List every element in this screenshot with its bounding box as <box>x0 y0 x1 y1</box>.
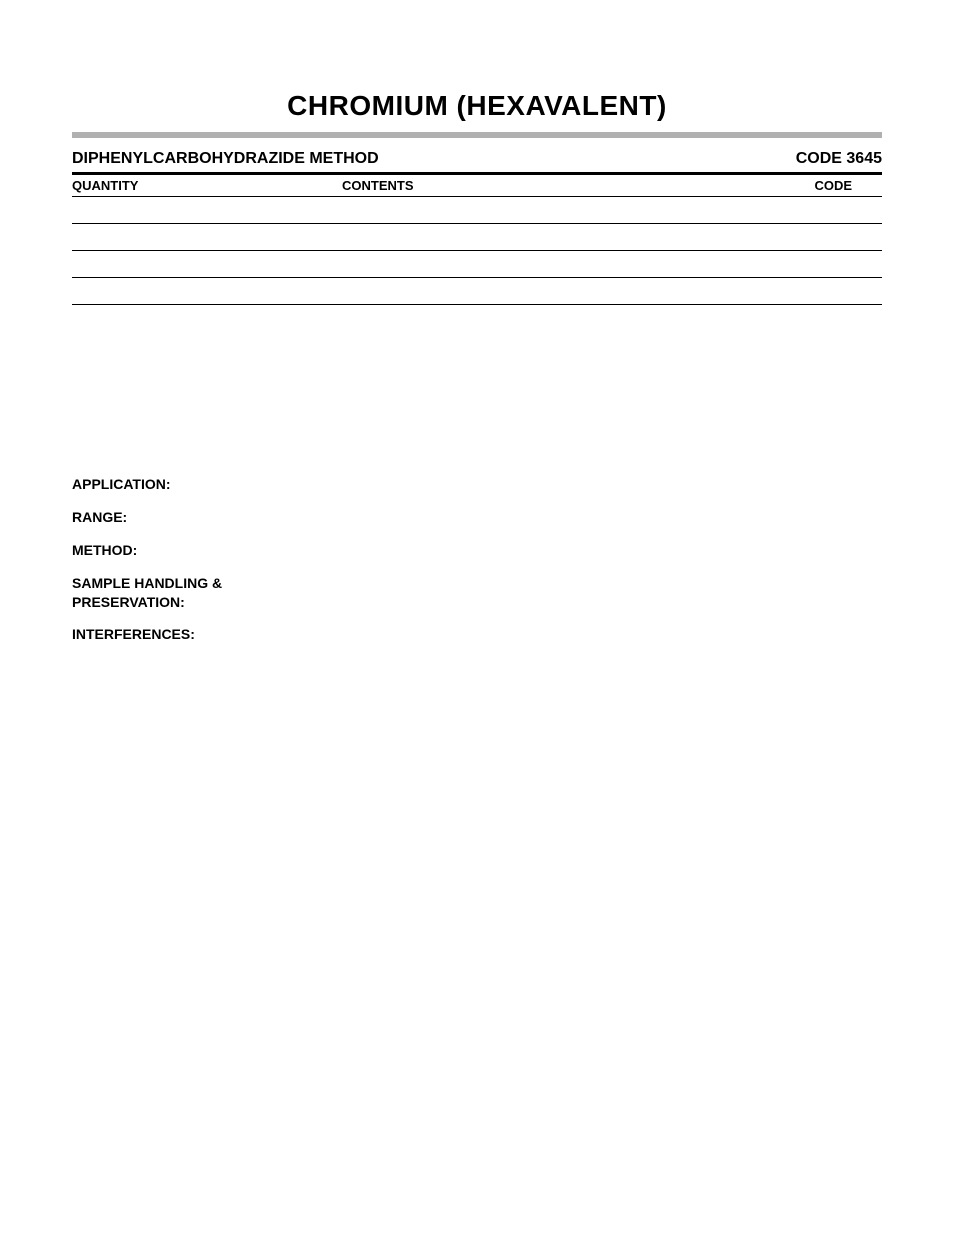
table-row <box>72 251 882 277</box>
def-sample-handling: SAMPLE HANDLING & PRESERVATION: <box>72 574 882 612</box>
method-header-row: DIPHENYLCARBOHYDRAZIDE METHOD CODE 3645 <box>72 146 882 172</box>
page-title: CHROMIUM (HEXAVALENT) <box>72 90 882 122</box>
col-header-code: CODE <box>732 178 882 193</box>
col-header-contents: CONTENTS <box>252 178 732 193</box>
table-row <box>72 278 882 304</box>
def-range: RANGE: <box>72 508 882 527</box>
def-label: INTERFERENCES: <box>72 625 282 644</box>
def-value <box>282 574 882 612</box>
def-label: RANGE: <box>72 508 282 527</box>
table-row <box>72 197 882 223</box>
col-header-quantity: QUANTITY <box>72 178 252 193</box>
def-value <box>282 475 882 494</box>
title-underline <box>72 132 882 138</box>
def-label: SAMPLE HANDLING & PRESERVATION: <box>72 574 282 612</box>
def-label: APPLICATION: <box>72 475 282 494</box>
def-value <box>282 541 882 560</box>
def-interferences: INTERFERENCES: <box>72 625 882 644</box>
def-method: METHOD: <box>72 541 882 560</box>
def-label: METHOD: <box>72 541 282 560</box>
table-column-headers: QUANTITY CONTENTS CODE <box>72 175 882 196</box>
def-value <box>282 508 882 527</box>
def-value <box>282 625 882 644</box>
spacer <box>72 305 882 475</box>
definitions-block: APPLICATION: RANGE: METHOD: SAMPLE HANDL… <box>72 475 882 644</box>
method-code: CODE 3645 <box>796 150 882 168</box>
table-row <box>72 224 882 250</box>
method-name: DIPHENYLCARBOHYDRAZIDE METHOD <box>72 150 379 168</box>
page: CHROMIUM (HEXAVALENT) DIPHENYLCARBOHYDRA… <box>0 0 954 1235</box>
def-application: APPLICATION: <box>72 475 882 494</box>
